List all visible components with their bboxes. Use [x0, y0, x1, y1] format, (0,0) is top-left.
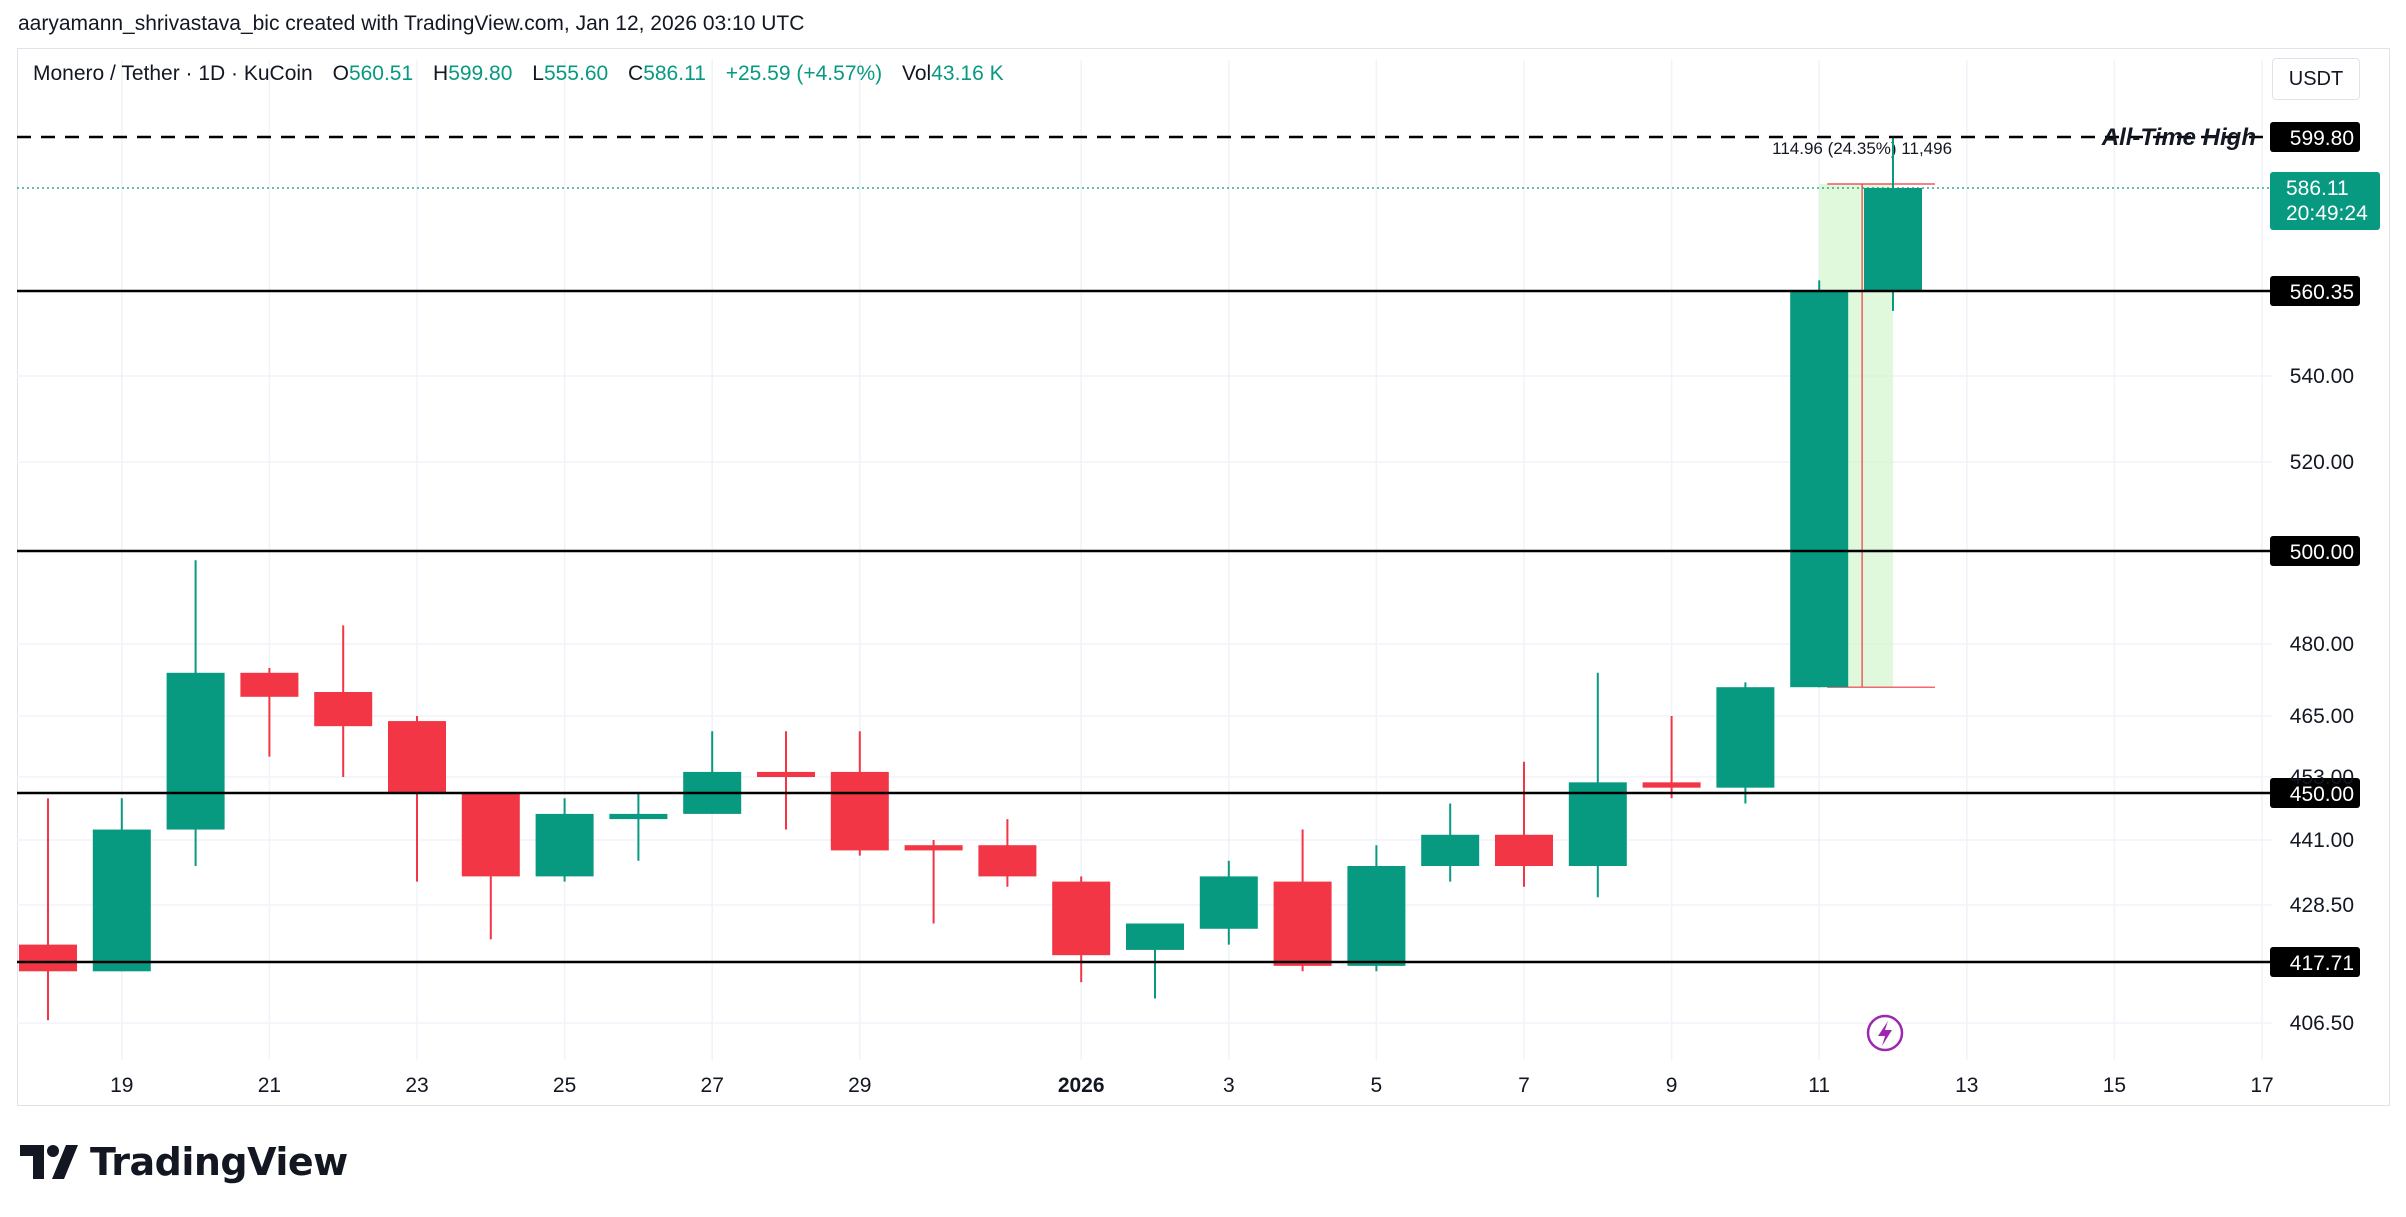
candle-body — [1052, 881, 1111, 956]
candle-body — [1790, 291, 1849, 688]
candle-body — [1273, 881, 1332, 966]
level-price-label: 500.00 — [2290, 541, 2354, 564]
close-value: 586.11 — [643, 62, 706, 85]
y-tick-label: 520.00 — [2290, 451, 2354, 474]
open-value: 560.51 — [348, 62, 414, 85]
level-price-tag — [2270, 536, 2360, 566]
candle-body — [830, 771, 889, 851]
tradingview-logo-icon — [20, 1145, 78, 1179]
x-tick-label: 17 — [2250, 1074, 2273, 1097]
y-tick-label: 480.00 — [2290, 633, 2354, 656]
high-value: 599.80 — [448, 62, 513, 85]
level-price-tag — [2270, 276, 2360, 306]
last-price-label: 586.11 — [2286, 177, 2349, 200]
currency-selector[interactable]: USDT — [2272, 58, 2360, 100]
low-value: 555.60 — [543, 62, 609, 85]
y-tick-label: 441.00 — [2290, 829, 2354, 852]
tradingview-logo: TradingView — [20, 1140, 348, 1184]
horizontal-levels: 599.80 All-Time High 560.35 500.00 450.00 417… — [17, 122, 2380, 977]
candle-body — [1716, 687, 1775, 788]
last-price-tag — [2270, 172, 2380, 230]
change-value: +25.59 (+4.57%) — [725, 62, 883, 85]
x-tick-label: 9 — [1666, 1074, 1678, 1097]
y-tick-label: 465.00 — [2290, 705, 2354, 728]
x-tick-label: 21 — [258, 1074, 281, 1097]
candle-body — [757, 771, 815, 777]
y-tick-label: 540.00 — [2290, 365, 2354, 388]
x-tick-label: 2026 — [1058, 1074, 1105, 1097]
x-tick-label: 3 — [1223, 1074, 1235, 1097]
volume-value: 43.16 K — [931, 62, 1004, 85]
candles — [19, 137, 1922, 1021]
level-price-tag — [2270, 122, 2360, 152]
candle-body — [1642, 782, 1701, 788]
candle-body — [19, 944, 77, 972]
axes: 540.00 520.00 480.00 465.00 453.00 441.00 428.… — [110, 365, 2354, 1097]
y-tick-label: 428.50 — [2290, 894, 2354, 917]
y-tick-label: 406.50 — [2290, 1012, 2354, 1035]
measure-label: 114.96 (24.35%) 11,496 — [1772, 139, 1952, 158]
y-tick-label: 453.00 — [2290, 766, 2354, 789]
x-tick-label: 19 — [110, 1074, 133, 1097]
x-tick-label: 25 — [553, 1074, 576, 1097]
chart-credit: aaryamann_shrivastava_bic created with T… — [18, 12, 805, 35]
candle-body — [1568, 782, 1627, 866]
symbol-legend: Monero / Tether · 1D · KuCoin O560.51 H5… — [33, 62, 1004, 86]
x-tick-label: 13 — [1955, 1074, 1978, 1097]
x-tick-label: 15 — [2103, 1074, 2126, 1097]
x-tick-label: 29 — [848, 1074, 871, 1097]
level-price-label: 450.00 — [2290, 783, 2354, 806]
x-tick-label: 11 — [1808, 1074, 1830, 1097]
candle-body — [535, 813, 594, 877]
level-price-label: 560.35 — [2290, 281, 2354, 304]
candle-body — [1864, 188, 1922, 291]
x-tick-label: 5 — [1371, 1074, 1383, 1097]
low-label: L — [532, 62, 544, 85]
candle-body — [978, 845, 1037, 877]
candle-body — [461, 793, 520, 877]
lightning-alert-icon[interactable] — [1866, 1014, 1904, 1052]
high-label: H — [433, 62, 449, 85]
level-price-label: 599.80 — [2290, 127, 2354, 150]
tradingview-wordmark: TradingView — [90, 1140, 348, 1184]
candle-body — [388, 721, 446, 793]
candle-body — [904, 845, 963, 851]
x-tick-label: 7 — [1518, 1074, 1530, 1097]
candle-body — [166, 672, 225, 830]
candle-body — [1347, 866, 1406, 966]
volume-label: Vol — [902, 62, 932, 85]
grid — [17, 60, 2272, 1060]
level-price-tag — [2270, 947, 2360, 977]
candle-body — [1495, 834, 1553, 866]
candle-body — [1421, 834, 1480, 866]
x-tick-label: 27 — [701, 1074, 724, 1097]
countdown-label: 20:49:24 — [2286, 202, 2368, 225]
candle-body — [314, 692, 373, 727]
all-time-high-annotation: All-Time High — [2101, 124, 2256, 151]
candle-body — [609, 813, 668, 820]
level-price-label: 417.71 — [2290, 952, 2354, 975]
candle-body — [1199, 876, 1258, 929]
candle-body — [92, 829, 151, 972]
candle-body — [240, 672, 299, 697]
level-price-tag — [2270, 778, 2360, 808]
chart-frame — [17, 48, 2390, 1106]
x-tick-label: 23 — [405, 1074, 428, 1097]
open-label: O — [332, 62, 349, 85]
close-label: C — [628, 62, 644, 85]
candle-body — [1126, 923, 1184, 950]
symbol-name[interactable]: Monero / Tether · 1D · KuCoin — [33, 62, 313, 85]
